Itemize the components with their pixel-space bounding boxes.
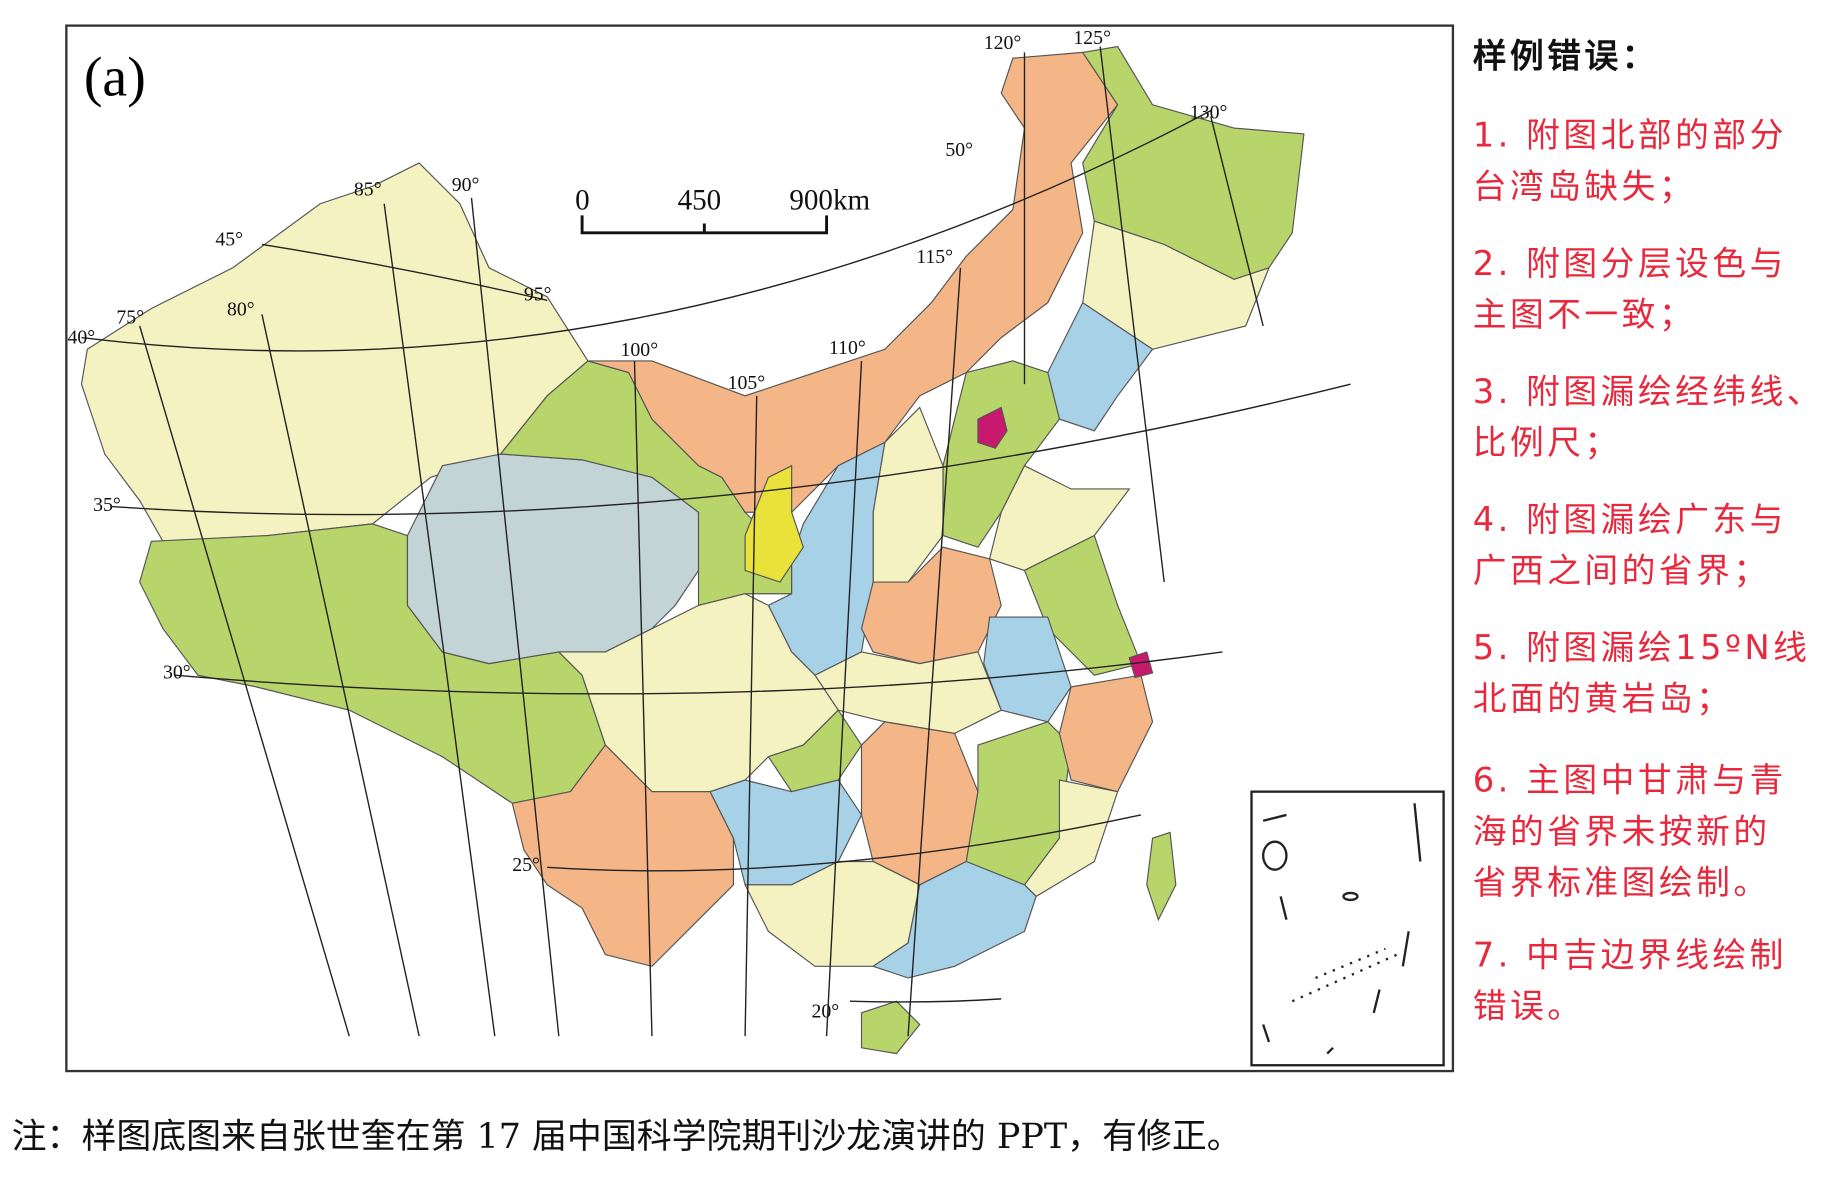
graticule-label: 105° bbox=[728, 372, 766, 394]
provinces bbox=[80, 45, 1305, 1055]
graticule-label: 50° bbox=[945, 139, 973, 161]
legend-item-line: 7. 中吉边界线绘制 bbox=[1473, 935, 1787, 974]
graticule-label: 45° bbox=[215, 229, 243, 251]
graticule-label: 40° bbox=[68, 326, 96, 348]
graticule-label: 20° bbox=[811, 1001, 839, 1023]
graticule-label: 100° bbox=[621, 339, 659, 361]
scale-label: 0 bbox=[575, 185, 590, 217]
graticule-label: 80° bbox=[227, 298, 255, 320]
panel-label: (a) bbox=[84, 46, 146, 108]
legend-item-line: 广西之间的省界； bbox=[1473, 551, 1771, 590]
graticule-label: 85° bbox=[354, 179, 382, 201]
graticule-label: 25° bbox=[512, 854, 540, 876]
legend-item-line: 1. 附图北部的部分 bbox=[1473, 116, 1787, 155]
graticule-label: 115° bbox=[916, 246, 953, 268]
legend-item-line: 比例尺； bbox=[1473, 423, 1622, 462]
graticule-label: 35° bbox=[93, 494, 121, 516]
legend-item-line: 6. 主图中甘肃与青 bbox=[1473, 761, 1787, 800]
inset-map bbox=[1250, 790, 1445, 1067]
graticule-label: 30° bbox=[163, 662, 191, 684]
graticule-label: 110° bbox=[829, 337, 866, 359]
graticule bbox=[81, 46, 1351, 1037]
scale-bar bbox=[580, 215, 829, 235]
graticule-label: 130° bbox=[1190, 102, 1228, 124]
graticule-label: 90° bbox=[452, 174, 480, 196]
inset-islands bbox=[1261, 803, 1422, 1055]
graticule-label: 120° bbox=[984, 32, 1022, 54]
legend-item-line: 北面的黄岩岛； bbox=[1473, 679, 1734, 718]
legend-item-line: 3. 附图漏绘经纬线、 bbox=[1473, 372, 1824, 411]
graticule-labels: 120° 125° 130° 50° 115° 85° 90° 45° 95° … bbox=[68, 27, 1228, 1022]
legend-title: 样例错误： bbox=[1473, 37, 1659, 76]
legend-item-line: 错误。 bbox=[1473, 987, 1585, 1026]
legend-item-line: 台湾岛缺失； bbox=[1473, 167, 1696, 206]
legend-item-line: 5. 附图漏绘15ºN线 bbox=[1473, 628, 1811, 667]
scale-label: 900km bbox=[789, 185, 870, 217]
graticule-label: 125° bbox=[1073, 27, 1111, 49]
legend-item-line: 2. 附图分层设色与 bbox=[1473, 244, 1787, 283]
legend-item-line: 4. 附图漏绘广东与 bbox=[1473, 500, 1787, 539]
legend-item-line: 海的省界未按新的 bbox=[1473, 812, 1771, 851]
graticule-label: 75° bbox=[116, 307, 144, 329]
scale-label: 450 bbox=[678, 185, 722, 217]
footer-note: 注：样图底图来自张世奎在第 17 届中国科学院期刊沙龙演讲的 PPT，有修正。 bbox=[12, 1117, 1242, 1157]
legend-item-line: 省界标准图绘制。 bbox=[1473, 863, 1771, 902]
legend-item-line: 主图不一致； bbox=[1473, 295, 1696, 334]
graticule-label: 95° bbox=[524, 283, 552, 305]
